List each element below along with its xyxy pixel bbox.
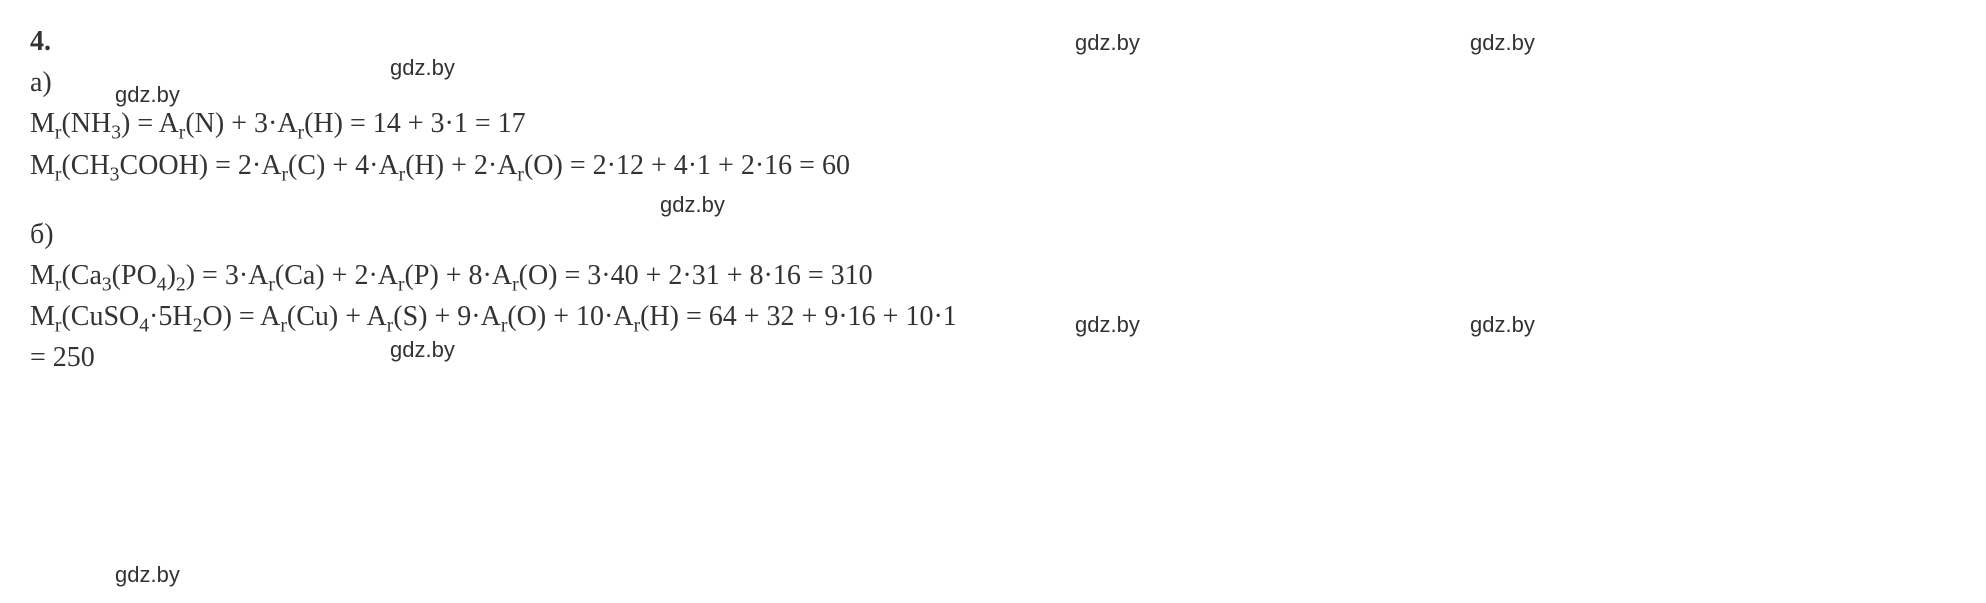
part-a-label: а): [30, 63, 1956, 102]
problem-number: 4.: [30, 22, 1956, 61]
part-b-label: б): [30, 215, 1956, 254]
equation-b2: Mr(CuSO4·5H2O) = Ar(Cu) + Ar(S) + 9·Ar(O…: [30, 297, 1956, 336]
equation-b1: Mr(Ca3(PO4)2) = 3·Ar(Ca) + 2·Ar(P) + 8·A…: [30, 256, 1956, 295]
equation-b3: = 250: [30, 338, 1956, 377]
equation-a1: Mr(NH3) = Ar(N) + 3·Ar(H) = 14 + 3·1 = 1…: [30, 104, 1956, 143]
equation-a2: Mr(CH3COOH) = 2·Ar(C) + 4·Ar(H) + 2·Ar(O…: [30, 146, 1956, 185]
watermark-text: gdz.by: [115, 560, 180, 591]
